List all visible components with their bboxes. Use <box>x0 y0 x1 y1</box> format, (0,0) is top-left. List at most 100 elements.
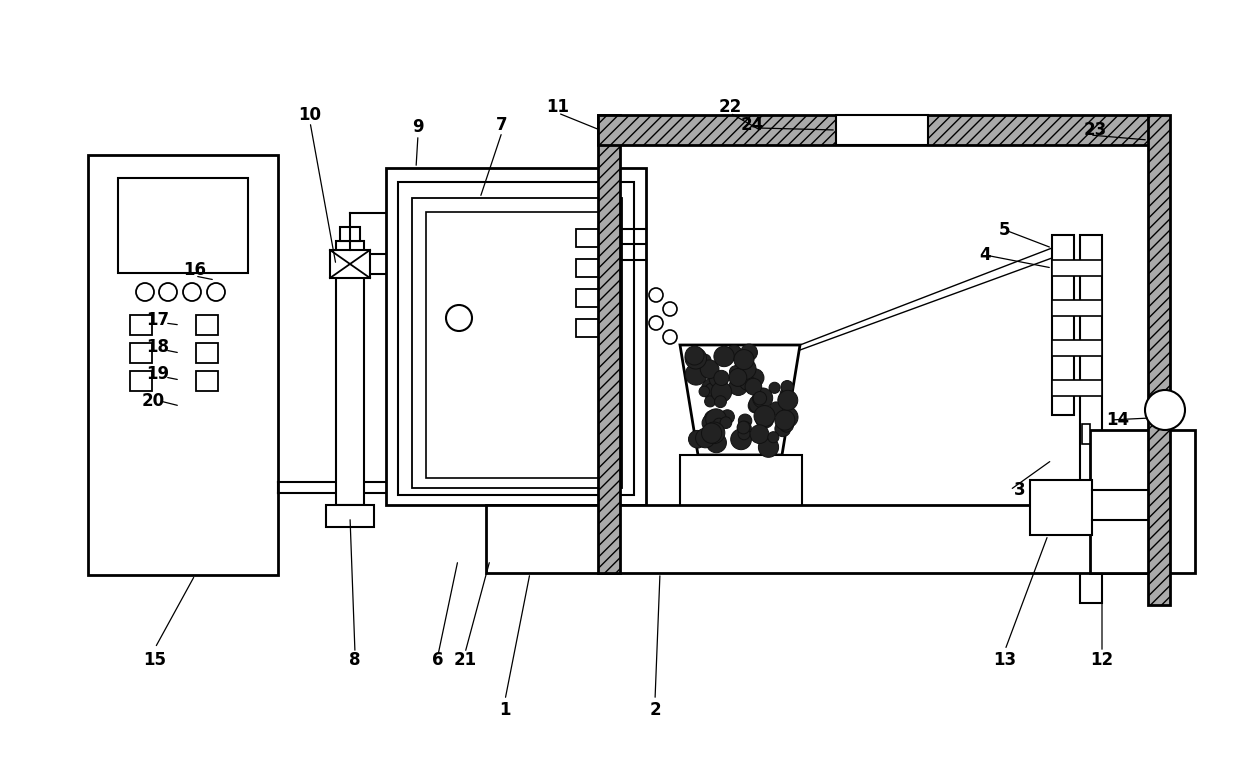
Circle shape <box>649 288 663 302</box>
Circle shape <box>768 432 779 443</box>
Circle shape <box>184 283 201 301</box>
Circle shape <box>649 316 663 330</box>
Circle shape <box>1145 390 1185 430</box>
Text: 17: 17 <box>146 311 170 329</box>
Circle shape <box>781 380 794 393</box>
Circle shape <box>703 422 725 444</box>
Text: 4: 4 <box>980 246 991 264</box>
Polygon shape <box>487 352 523 455</box>
Bar <box>1052 340 1102 356</box>
Circle shape <box>769 402 782 416</box>
Circle shape <box>777 406 799 428</box>
Circle shape <box>699 354 711 366</box>
Bar <box>1148 115 1171 605</box>
Circle shape <box>702 414 720 432</box>
Bar <box>196 371 218 391</box>
Bar <box>340 227 360 241</box>
Circle shape <box>720 410 734 424</box>
Circle shape <box>702 378 723 400</box>
Text: 22: 22 <box>718 98 742 116</box>
Circle shape <box>704 383 720 399</box>
Text: 12: 12 <box>1090 651 1114 669</box>
Bar <box>486 505 1166 573</box>
Circle shape <box>753 391 766 405</box>
Text: 20: 20 <box>141 392 165 410</box>
Circle shape <box>738 414 751 428</box>
Circle shape <box>737 351 753 367</box>
Circle shape <box>711 382 732 402</box>
Bar <box>1030 480 1092 535</box>
Polygon shape <box>680 345 800 455</box>
Circle shape <box>159 283 177 301</box>
Bar <box>1083 424 1090 444</box>
Bar <box>1052 300 1102 316</box>
Circle shape <box>729 366 742 378</box>
Circle shape <box>686 364 707 385</box>
Circle shape <box>777 390 797 410</box>
Circle shape <box>745 369 764 387</box>
Bar <box>430 490 489 505</box>
Circle shape <box>730 429 751 450</box>
Circle shape <box>714 346 734 367</box>
Circle shape <box>749 395 768 413</box>
Circle shape <box>688 430 707 448</box>
Bar <box>398 182 634 495</box>
Bar <box>836 115 928 145</box>
Bar <box>118 178 248 273</box>
Circle shape <box>754 389 771 406</box>
Circle shape <box>714 396 727 408</box>
Circle shape <box>702 423 722 443</box>
Bar <box>130 371 153 391</box>
Circle shape <box>729 368 746 387</box>
Circle shape <box>734 350 754 370</box>
Bar <box>1052 380 1102 396</box>
Circle shape <box>754 406 775 426</box>
Circle shape <box>709 385 723 398</box>
Circle shape <box>446 305 472 331</box>
Text: 23: 23 <box>1084 121 1106 139</box>
Text: 11: 11 <box>547 98 569 116</box>
Circle shape <box>684 348 707 369</box>
Circle shape <box>775 421 791 437</box>
Circle shape <box>750 425 769 444</box>
Circle shape <box>663 302 677 316</box>
Circle shape <box>684 346 704 365</box>
Bar <box>196 343 218 363</box>
Text: 24: 24 <box>740 116 764 134</box>
Circle shape <box>780 418 794 432</box>
Text: 21: 21 <box>454 651 476 669</box>
Circle shape <box>738 421 751 435</box>
Circle shape <box>780 388 791 399</box>
Circle shape <box>712 389 724 402</box>
Text: 8: 8 <box>350 651 361 669</box>
Text: 19: 19 <box>146 365 170 383</box>
Text: 6: 6 <box>433 651 444 669</box>
Circle shape <box>136 283 154 301</box>
Circle shape <box>753 388 773 408</box>
Circle shape <box>769 382 780 393</box>
Bar <box>477 490 533 505</box>
Text: 5: 5 <box>999 221 1011 239</box>
Bar <box>577 259 598 277</box>
Bar <box>412 198 622 488</box>
Circle shape <box>748 399 763 413</box>
Circle shape <box>759 437 779 458</box>
Text: 1: 1 <box>500 701 511 719</box>
Text: 7: 7 <box>496 116 508 134</box>
Text: 16: 16 <box>184 261 207 279</box>
Circle shape <box>729 377 748 396</box>
Circle shape <box>740 344 758 361</box>
Bar <box>1052 260 1102 276</box>
Circle shape <box>775 410 795 430</box>
Circle shape <box>691 351 703 364</box>
Circle shape <box>663 330 677 344</box>
Circle shape <box>696 428 715 448</box>
Circle shape <box>727 345 742 361</box>
Bar <box>88 155 278 575</box>
Circle shape <box>745 378 761 395</box>
Text: 2: 2 <box>650 701 661 719</box>
Bar <box>598 115 1158 145</box>
Circle shape <box>701 360 719 378</box>
Bar <box>1090 430 1195 573</box>
Text: 13: 13 <box>993 651 1017 669</box>
